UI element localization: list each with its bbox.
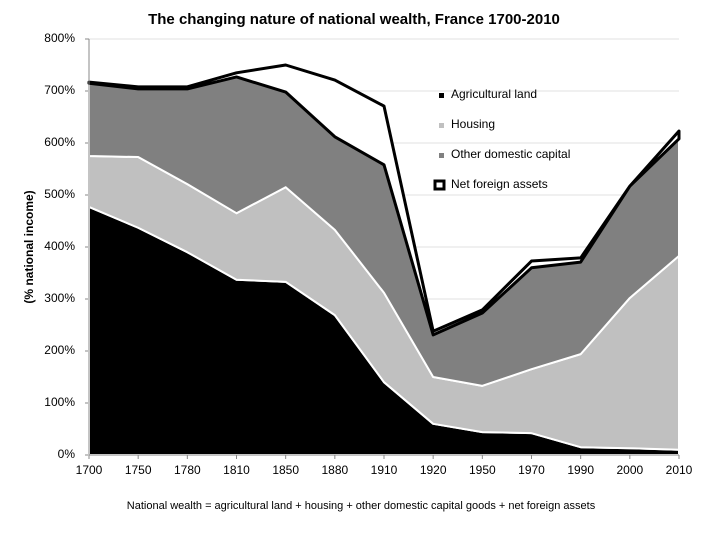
footnote: National wealth = agricultural land + ho… xyxy=(127,500,596,512)
y-tick-label: 200% xyxy=(44,343,75,357)
y-tick-label: 800% xyxy=(44,31,75,45)
legend-marker xyxy=(439,153,444,158)
y-axis-label: (% national income) xyxy=(22,190,36,303)
x-tick-label: 2000 xyxy=(616,463,643,477)
legend-marker xyxy=(439,123,444,128)
x-tick-label: 1970 xyxy=(518,463,545,477)
y-tick-label: 0% xyxy=(58,447,76,461)
chart-title: The changing nature of national wealth, … xyxy=(148,11,560,28)
x-tick-label: 1780 xyxy=(174,463,201,477)
x-tick-label: 1700 xyxy=(76,463,103,477)
x-tick-label: 1750 xyxy=(125,463,152,477)
legend-label: Agricultural land xyxy=(451,87,537,101)
y-tick-label: 700% xyxy=(44,83,75,97)
x-tick-label: 2010 xyxy=(666,463,693,477)
legend-label: Net foreign assets xyxy=(451,177,548,191)
legend-label: Housing xyxy=(451,117,495,131)
y-tick-label: 100% xyxy=(44,395,75,409)
x-tick-label: 1950 xyxy=(469,463,496,477)
x-tick-label: 1920 xyxy=(420,463,447,477)
y-tick-label: 300% xyxy=(44,291,75,305)
area xyxy=(87,63,681,337)
x-tick-label: 1910 xyxy=(371,463,398,477)
x-tick-label: 1850 xyxy=(272,463,299,477)
legend-label: Other domestic capital xyxy=(451,147,570,161)
x-tick-label: 1990 xyxy=(567,463,594,477)
y-tick-label: 500% xyxy=(44,187,75,201)
x-tick-label: 1880 xyxy=(321,463,348,477)
y-tick-label: 400% xyxy=(44,239,75,253)
y-tick-label: 600% xyxy=(44,135,75,149)
x-tick-label: 1810 xyxy=(223,463,250,477)
legend-marker xyxy=(433,179,446,191)
legend-marker xyxy=(439,93,444,98)
